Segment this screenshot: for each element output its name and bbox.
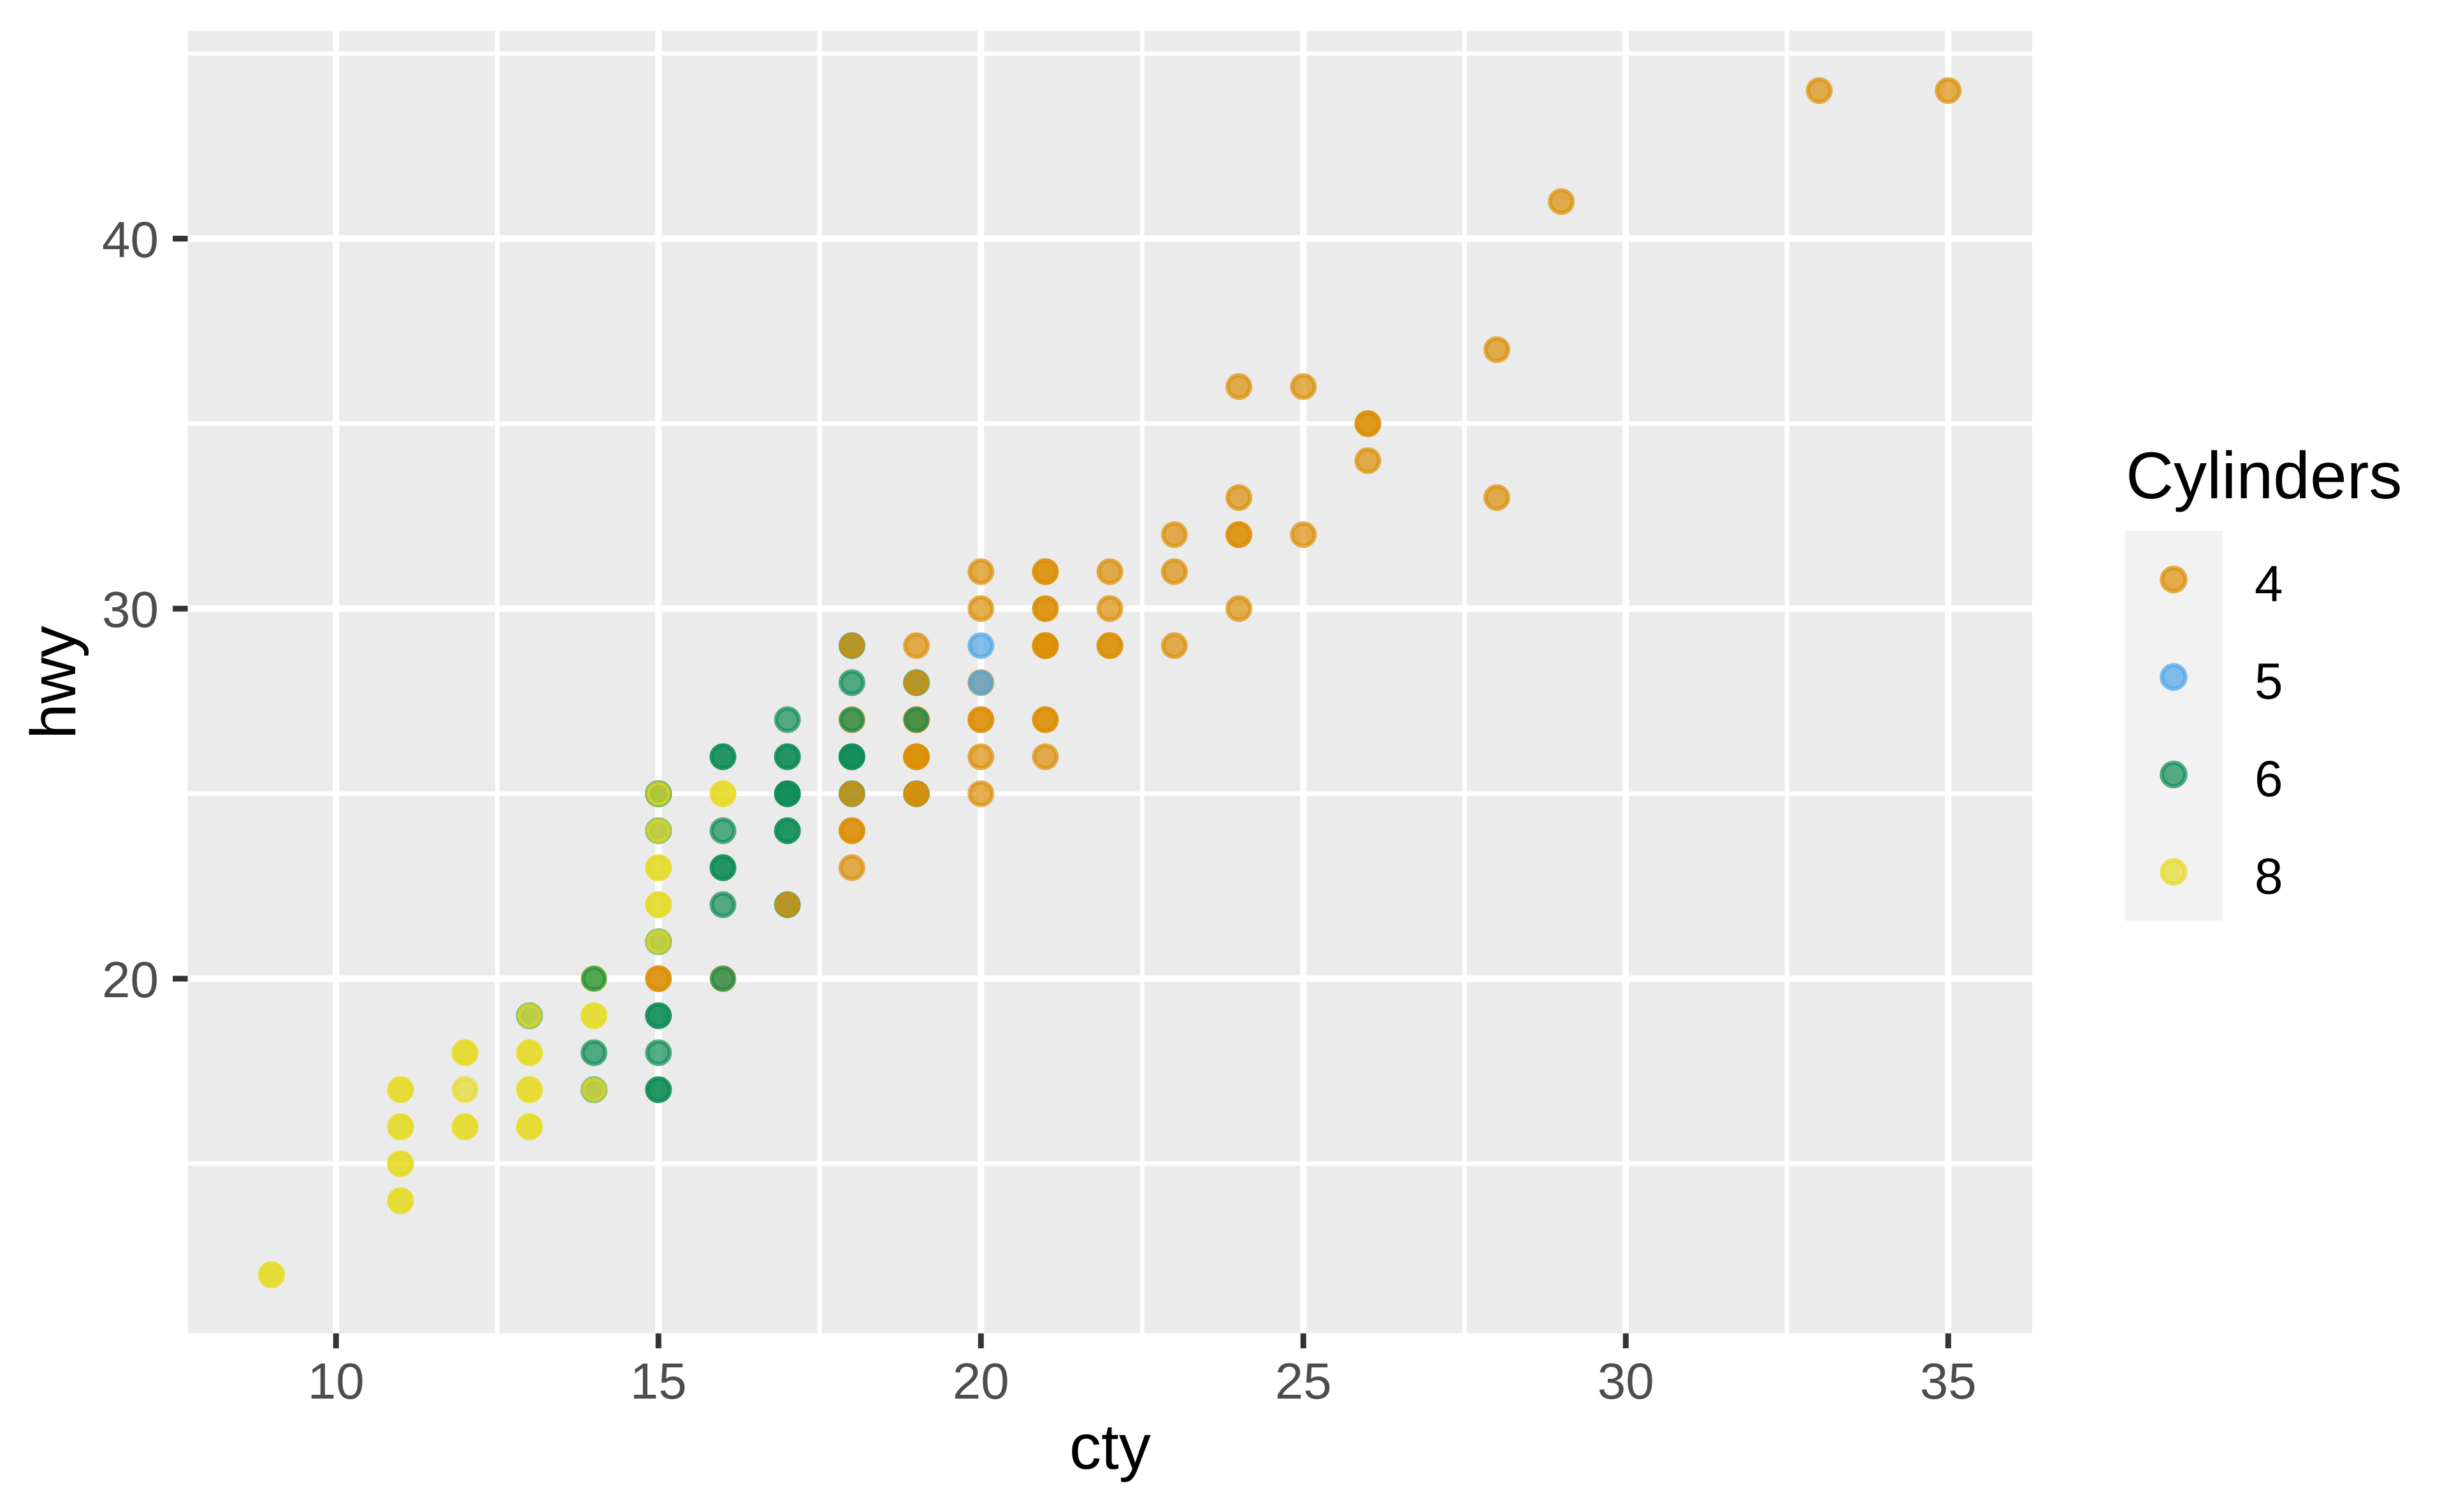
svg-text:Cylinders: Cylinders <box>2126 439 2402 513</box>
svg-text:30: 30 <box>1598 1353 1654 1409</box>
svg-text:10: 10 <box>308 1353 365 1409</box>
svg-text:25: 25 <box>1275 1353 1332 1409</box>
svg-text:30: 30 <box>102 581 159 638</box>
svg-text:40: 40 <box>102 212 159 268</box>
svg-text:20: 20 <box>102 951 159 1008</box>
svg-text:20: 20 <box>953 1353 1009 1409</box>
svg-text:35: 35 <box>1920 1353 1977 1409</box>
svg-text:5: 5 <box>2255 653 2283 710</box>
svg-text:cty: cty <box>1069 1411 1151 1483</box>
svg-text:hwy: hwy <box>18 626 89 739</box>
svg-text:6: 6 <box>2255 751 2283 807</box>
svg-text:15: 15 <box>630 1353 687 1409</box>
svg-text:8: 8 <box>2255 848 2283 905</box>
svg-text:4: 4 <box>2255 556 2283 612</box>
